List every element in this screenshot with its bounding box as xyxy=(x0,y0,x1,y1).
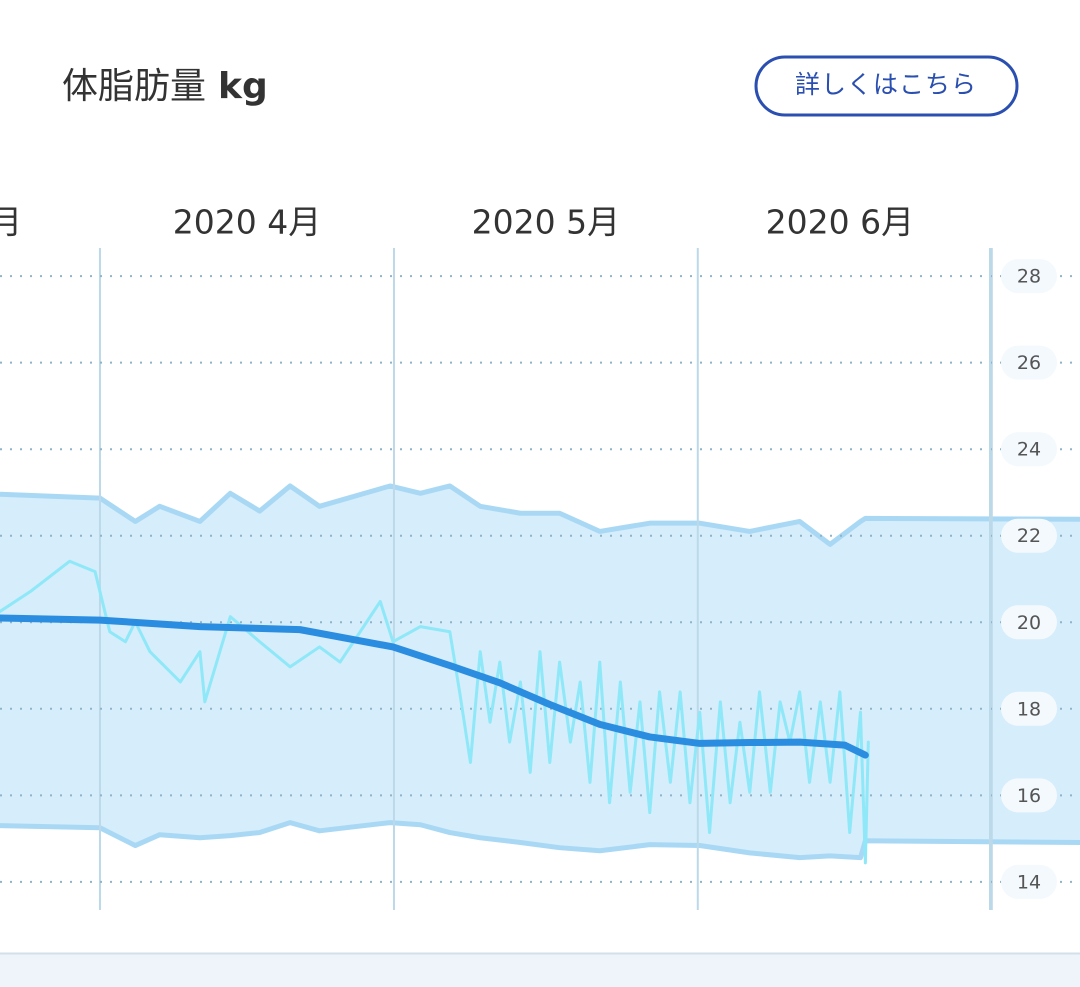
y-tick-label: 24 xyxy=(1017,439,1041,461)
x-tick-label: 2020 5月 xyxy=(472,203,620,242)
details-button[interactable] xyxy=(754,55,1019,117)
y-tick-pill xyxy=(1001,778,1057,813)
x-tick-label: 2020 3月 xyxy=(0,203,22,242)
y-tick-label: 20 xyxy=(1017,612,1041,634)
band-fill xyxy=(0,485,1080,858)
details-button-label[interactable]: 詳しくはこちら xyxy=(795,70,977,99)
series-line xyxy=(0,614,869,759)
series-line xyxy=(0,559,870,865)
x-tick-label: 2020 6月 xyxy=(766,203,914,242)
y-tick-pill xyxy=(1001,432,1057,467)
band-upper xyxy=(0,483,1080,547)
plot: 14 16 18 20 22 24 26 28 2020 3月 2020 4月 2020 5月 202… xyxy=(0,203,1080,910)
x-tick-label: 2020 4月 xyxy=(173,203,321,242)
y-tick-label: 26 xyxy=(1017,352,1041,374)
y-tick-label: 18 xyxy=(1017,698,1041,720)
unit: kg xyxy=(218,66,268,107)
y-tick-label: 28 xyxy=(1017,266,1041,288)
y-tick-pill xyxy=(1001,518,1057,553)
y-tick-label: 14 xyxy=(1017,871,1041,893)
y-tick-pill xyxy=(1001,691,1057,726)
y-tick-label: 22 xyxy=(1017,525,1041,547)
band-lower xyxy=(0,820,1080,861)
chart-title-line: 体脂肪量 kg xyxy=(62,66,268,107)
footer xyxy=(0,953,1080,987)
y-tick-label: 16 xyxy=(1017,785,1041,807)
y-tick-pill xyxy=(1001,605,1057,640)
y-tick-pill xyxy=(1001,864,1057,899)
y-tick-pill xyxy=(1001,345,1057,380)
chart-title: 体脂肪量 xyxy=(62,66,206,107)
y-tick-pill xyxy=(1001,259,1057,294)
